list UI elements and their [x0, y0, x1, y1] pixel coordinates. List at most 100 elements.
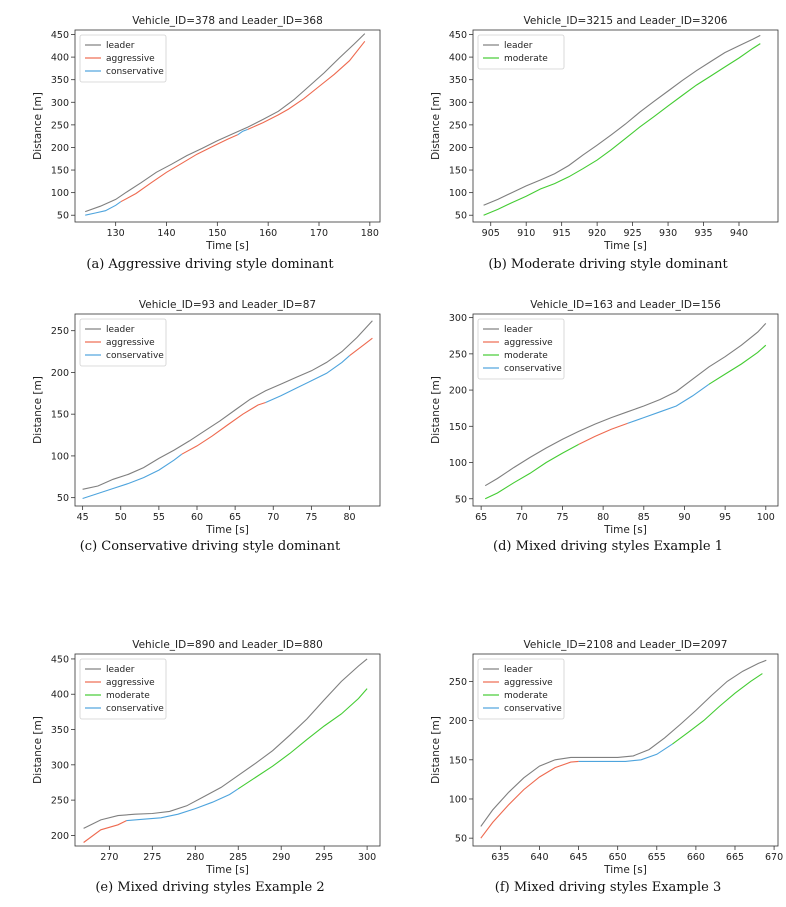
legend: leader aggressive conservative: [79, 318, 167, 367]
y-tick-label: 300: [449, 98, 467, 109]
y-tick-label: 300: [449, 313, 467, 324]
legend-box: [477, 34, 565, 70]
legend-label-leader: leader: [106, 41, 135, 51]
panel-a: Vehicle_ID=378 and Leader_ID=368 130 140 15…: [30, 10, 390, 252]
plot-frame: [74, 29, 381, 223]
y-tick-label: 50: [455, 494, 467, 505]
y-tick-label: 200: [449, 386, 467, 397]
x-tick-label: 925: [624, 228, 642, 239]
legend: leader aggressive moderate conservative: [79, 658, 167, 720]
y-tick-label: 450: [449, 30, 467, 41]
x-axis-label: Time [s]: [205, 240, 249, 252]
y-tick-label: 450: [51, 654, 69, 665]
series-line-conservative: [265, 355, 350, 404]
x-tick-label: 75: [556, 512, 568, 523]
y-tick-label: 200: [449, 143, 467, 154]
x-tick-label: 290: [272, 852, 290, 863]
y-tick-label: 150: [449, 166, 467, 177]
series-line-leader: [483, 34, 761, 206]
y-tick-label: 250: [51, 120, 69, 131]
legend-label-conservative: conservative: [106, 67, 164, 77]
series-line-moderate: [483, 43, 761, 216]
series-line-aggressive: [578, 422, 628, 445]
x-axis-label: Time [s]: [603, 864, 647, 876]
chart-d: Vehicle_ID=163 and Leader_ID=156 65 70 75 80…: [430, 299, 779, 536]
x-tick-label: 295: [315, 852, 333, 863]
legend-box: [79, 318, 167, 367]
x-tick-label: 670: [765, 852, 783, 863]
x-tick-label: 300: [358, 852, 376, 863]
legend: leader aggressive conservative: [79, 34, 167, 83]
x-tick-label: 910: [517, 228, 535, 239]
x-tick-label: 90: [678, 512, 690, 523]
legend-label-aggressive: aggressive: [106, 678, 155, 688]
series-line-conservative: [82, 453, 183, 500]
chart-title: Vehicle_ID=378 and Leader_ID=368: [132, 15, 323, 27]
y-axis-label: Distance [m]: [430, 376, 442, 444]
y-tick-label: 150: [449, 755, 467, 766]
x-axis-label: Time [s]: [205, 524, 249, 536]
series-line-aggressive: [83, 820, 127, 843]
chart-b: Vehicle_ID=3215 and Leader_ID=3206 905 910…: [430, 15, 779, 252]
series-line-aggressive: [247, 40, 366, 130]
series-line-aggressive: [349, 337, 373, 357]
plot-frame: [74, 313, 381, 507]
y-tick-label: 50: [57, 211, 69, 222]
y-tick-label: 200: [51, 143, 69, 154]
chart-a: Vehicle_ID=378 and Leader_ID=368 130 140 15…: [32, 15, 381, 252]
plot-frame: [472, 653, 779, 847]
x-tick-label: 935: [694, 228, 712, 239]
x-tick-label: 285: [229, 852, 247, 863]
legend-box: [477, 318, 565, 380]
series-line-moderate: [237, 688, 368, 790]
x-tick-label: 180: [361, 228, 379, 239]
series-line-conservative: [627, 383, 710, 424]
series-line-leader: [480, 659, 767, 827]
series-line-conservative: [126, 788, 239, 822]
y-tick-label: 100: [449, 188, 467, 199]
y-tick-label: 50: [455, 211, 467, 222]
y-axis-label: Distance [m]: [430, 92, 442, 160]
y-tick-label: 400: [449, 53, 467, 64]
caption-b: (b) Moderate driving style dominant: [488, 257, 728, 272]
legend-label-aggressive: aggressive: [106, 338, 155, 348]
x-tick-label: 60: [191, 512, 203, 523]
legend-label-conservative: conservative: [106, 351, 164, 361]
x-tick-label: 80: [597, 512, 609, 523]
plot-frame: [74, 653, 381, 847]
panel-c: Vehicle_ID=93 and Leader_ID=87 45 50 55 60 65…: [30, 294, 390, 536]
x-tick-label: 80: [343, 512, 355, 523]
series-line-moderate: [708, 344, 767, 385]
chart-title: Vehicle_ID=163 and Leader_ID=156: [530, 299, 721, 311]
x-tick-label: 75: [305, 512, 317, 523]
y-tick-label: 350: [449, 75, 467, 86]
legend: leader aggressive moderate conservative: [477, 658, 565, 720]
legend-box: [79, 34, 167, 83]
y-tick-label: 250: [449, 349, 467, 360]
legend-box: [477, 658, 565, 720]
x-tick-label: 65: [475, 512, 487, 523]
y-tick-label: 350: [51, 75, 69, 86]
x-tick-label: 655: [648, 852, 666, 863]
chart-title: Vehicle_ID=93 and Leader_ID=87: [139, 299, 316, 311]
y-tick-label: 250: [449, 677, 467, 688]
x-tick-label: 100: [757, 512, 775, 523]
y-tick-label: 300: [51, 98, 69, 109]
y-axis-label: Distance [m]: [32, 92, 44, 160]
series-line-leader: [85, 33, 366, 213]
legend-label-leader: leader: [504, 665, 533, 675]
y-tick-label: 50: [455, 834, 467, 845]
panel-d: Vehicle_ID=163 and Leader_ID=156 65 70 75 80…: [428, 294, 786, 536]
x-tick-label: 270: [100, 852, 118, 863]
y-axis-label: Distance [m]: [430, 716, 442, 784]
plot-frame: [472, 313, 779, 507]
y-tick-label: 100: [449, 794, 467, 805]
y-tick-label: 200: [449, 716, 467, 727]
series-line-leader: [82, 320, 373, 490]
y-tick-label: 400: [51, 53, 69, 64]
y-tick-label: 150: [51, 166, 69, 177]
legend-label-leader: leader: [504, 41, 533, 51]
series-line-conservative: [578, 743, 673, 762]
series-line-aggressive: [120, 134, 238, 203]
chart-f: Vehicle_ID=2108 and Leader_ID=2097 635 640…: [430, 639, 783, 876]
